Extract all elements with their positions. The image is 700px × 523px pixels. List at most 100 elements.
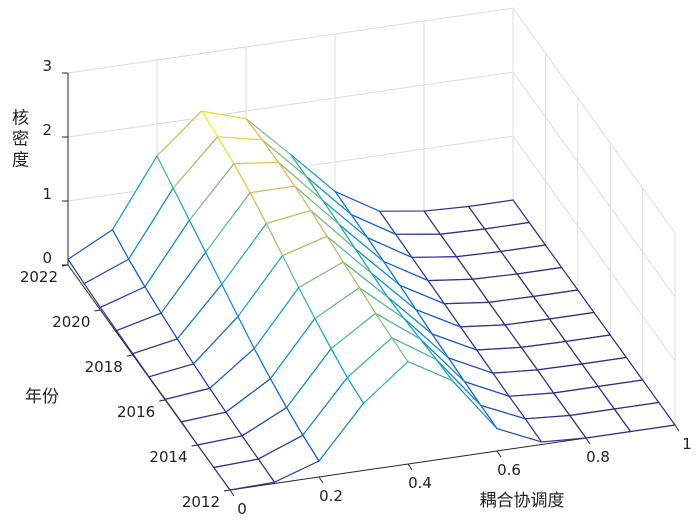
- mesh-line: [484, 228, 502, 253]
- mesh-line: [233, 163, 251, 194]
- mesh-line: [431, 333, 449, 359]
- mesh-line: [354, 248, 401, 286]
- mesh-line: [387, 296, 405, 319]
- x-tick-label: 0: [237, 500, 247, 518]
- y-tick: [159, 399, 166, 402]
- mesh-line: [427, 280, 445, 305]
- mesh-line: [83, 283, 102, 309]
- mesh-line: [209, 387, 227, 413]
- mesh-line: [281, 255, 300, 289]
- surface-face: [205, 192, 267, 285]
- surface-face: [464, 381, 526, 419]
- mesh-line: [245, 118, 263, 141]
- surface-face: [128, 188, 190, 287]
- mesh-line: [176, 283, 223, 340]
- surface-face: [302, 377, 364, 461]
- surface-face: [375, 313, 437, 360]
- mesh-line: [476, 349, 494, 374]
- mesh-line: [213, 466, 231, 491]
- mesh-line: [342, 261, 389, 298]
- surface-face: [189, 163, 251, 253]
- mesh-line: [156, 110, 203, 157]
- mesh-line: [318, 402, 365, 462]
- mesh-line: [577, 289, 595, 314]
- mesh-line: [269, 317, 316, 380]
- mesh-line: [298, 261, 344, 289]
- surface-face: [213, 459, 275, 490]
- mesh-line: [205, 251, 223, 285]
- mesh-line: [516, 266, 563, 275]
- surface-face: [233, 162, 295, 193]
- mesh-line: [613, 401, 660, 410]
- surface-face: [492, 369, 554, 397]
- mesh-line: [188, 219, 207, 253]
- surface-face: [403, 318, 465, 382]
- surface-face: [84, 259, 145, 308]
- surface-face: [569, 409, 631, 438]
- surface-face: [209, 348, 271, 413]
- surface-face: [395, 234, 457, 258]
- mesh-line: [346, 377, 365, 404]
- mesh-line: [423, 210, 441, 235]
- mesh-line: [552, 385, 599, 394]
- mesh-line: [277, 161, 324, 202]
- mesh-line: [115, 312, 162, 332]
- surface-face: [525, 415, 586, 442]
- mesh-line: [257, 434, 304, 460]
- mesh-line: [500, 250, 518, 275]
- y-axis-title: 年份: [25, 387, 59, 407]
- x-tick-label: 0.8: [586, 448, 610, 466]
- mesh-line: [447, 357, 494, 374]
- mesh-line: [334, 190, 381, 212]
- y-tick-label: 2018: [85, 358, 123, 376]
- mesh-line: [528, 221, 547, 246]
- mesh-line: [641, 379, 660, 404]
- mesh-line: [419, 338, 466, 383]
- surface-face: [432, 334, 493, 374]
- mesh-line: [520, 340, 567, 348]
- mesh-line: [217, 136, 263, 141]
- mesh-line: [225, 378, 271, 413]
- mesh-line: [200, 110, 219, 138]
- mesh-line: [536, 363, 583, 371]
- mesh-line: [581, 363, 599, 388]
- surface-face: [553, 386, 615, 416]
- mesh-line: [209, 348, 255, 389]
- mesh-line: [492, 369, 539, 374]
- surface-face: [460, 324, 522, 351]
- mesh-line: [310, 210, 356, 250]
- mesh-line: [480, 404, 498, 430]
- surface-face: [193, 316, 255, 389]
- surface-face: [310, 210, 372, 274]
- mesh-line: [265, 210, 312, 225]
- mesh-line: [144, 286, 162, 314]
- mesh-line: [221, 222, 267, 285]
- mesh-line: [378, 210, 397, 235]
- mesh-line: [391, 337, 409, 363]
- mesh-line: [241, 435, 259, 460]
- surface-face: [517, 267, 578, 297]
- mesh-line: [160, 251, 207, 314]
- mesh-line: [164, 387, 211, 400]
- surface-face: [132, 338, 194, 377]
- mesh-line: [286, 348, 332, 409]
- mesh-line: [383, 260, 401, 286]
- surface-face: [157, 111, 218, 189]
- mesh-line: [233, 161, 279, 165]
- mesh-line: [302, 377, 348, 436]
- mesh-line: [391, 337, 437, 361]
- mesh-line: [415, 309, 433, 335]
- surface-face: [201, 111, 263, 140]
- mesh-line: [205, 192, 251, 253]
- surface-face: [468, 200, 530, 229]
- mesh-line: [99, 286, 146, 309]
- mesh-line: [188, 163, 235, 221]
- mesh-line: [443, 303, 462, 328]
- mesh-line: [484, 221, 530, 230]
- y-tick-label: 2012: [182, 493, 220, 511]
- y-tick: [191, 444, 198, 447]
- mesh-line: [148, 363, 195, 378]
- mesh-line: [338, 223, 385, 263]
- mesh-line: [314, 287, 360, 320]
- mesh-line: [625, 356, 644, 381]
